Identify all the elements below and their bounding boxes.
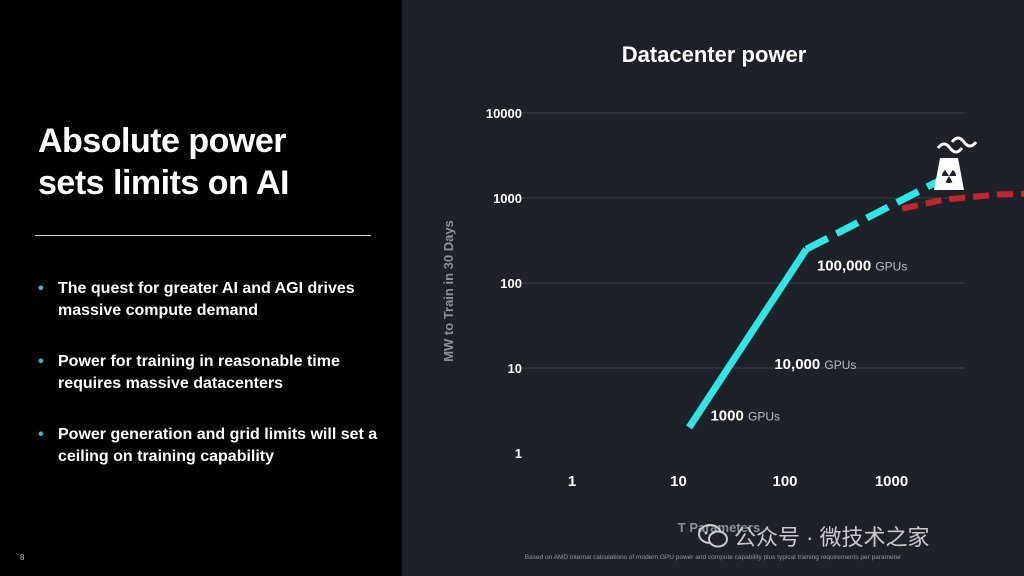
gpu-count: 1000 [710, 408, 748, 425]
x-tick-label: 10 [670, 473, 687, 490]
y-tick-label: 10 [508, 361, 522, 376]
gpu-annotation: 1000 GPUs [710, 408, 780, 425]
bullet-text: The quest for greater AI and AGI drives … [58, 280, 355, 319]
wechat-icon [698, 524, 728, 548]
chart-ticks: 1 10 100 1000 10000 1 10 100 1000 [486, 106, 908, 490]
nuclear-power-plant-icon [934, 136, 978, 190]
series-line [804, 169, 958, 253]
y-tick-label: 100 [500, 276, 522, 291]
bullet-dot: • [38, 280, 44, 297]
bullet-item: • Power generation and grid limits will … [38, 424, 378, 468]
x-tick-label: 1 [568, 473, 576, 490]
bullet-text: Power for training in reasonable time re… [58, 353, 340, 392]
bullet-item: • The quest for greater AI and AGI drive… [38, 278, 378, 322]
slide-title: Absolute power sets limits on AI [38, 120, 378, 204]
gpu-unit: GPUs [875, 260, 907, 274]
slide-title-line-1: Absolute power [38, 122, 287, 160]
gpu-count: 10,000 [774, 356, 824, 373]
gpu-annotation: 10,000 GPUs [774, 356, 856, 373]
series-line [686, 247, 810, 430]
chart-series [686, 169, 1024, 430]
chart-panel [402, 0, 1024, 576]
title-divider [35, 235, 371, 236]
bullet-list: • The quest for greater AI and AGI drive… [38, 278, 378, 497]
gpu-unit: GPUs [748, 410, 780, 424]
y-axis-label: MW to Train in 30 Days [441, 220, 456, 362]
page-number: 8 [20, 553, 25, 562]
y-tick-label: 1 [515, 446, 522, 461]
y-tick-label: 1000 [493, 191, 522, 206]
y-tick-label: 10000 [486, 106, 522, 121]
left-panel [0, 0, 402, 576]
watermark: 公众号 · 微技术之家 [698, 520, 930, 552]
x-tick-label: 100 [772, 473, 797, 490]
gpu-unit: GPUs [824, 358, 856, 372]
gpu-count: 100,000 [817, 258, 875, 275]
gpu-annotation: 100,000 GPUs [817, 258, 907, 275]
footnote: Based on AMD internal calculations of mo… [524, 554, 902, 561]
x-tick-label: 1000 [875, 473, 908, 490]
bullet-text: Power generation and grid limits will se… [58, 426, 378, 465]
bullet-item: • Power for training in reasonable time … [38, 351, 378, 395]
series-line [901, 190, 1024, 212]
slide-title-line-2: sets limits on AI [38, 164, 289, 202]
watermark-text: 公众号 · 微技术之家 [734, 525, 930, 550]
chart-grid [522, 112, 964, 369]
bullet-dot: • [38, 426, 44, 443]
chart-title: Datacenter power [622, 42, 807, 67]
bullet-dot: • [38, 353, 44, 370]
